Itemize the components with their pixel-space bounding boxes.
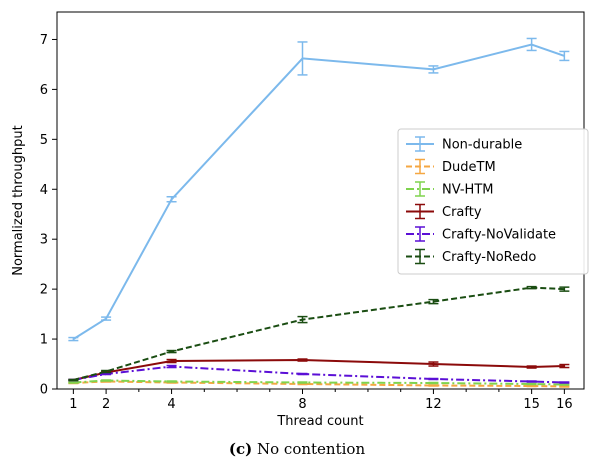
- error-bar: [297, 372, 308, 376]
- legend-label: Crafty-NoValidate: [442, 228, 556, 243]
- error-bar: [559, 381, 570, 384]
- error-bar: [68, 381, 79, 384]
- error-bar: [297, 315, 308, 324]
- series-5: [68, 285, 570, 382]
- legend-item: Non-durable: [406, 136, 522, 153]
- error-bar: [526, 380, 537, 383]
- error-bar: [166, 358, 177, 364]
- y-tick-label: 4: [40, 183, 48, 198]
- legend-label: Non-durable: [442, 138, 522, 153]
- y-tick-label: 2: [40, 283, 48, 298]
- error-bar: [428, 65, 439, 74]
- series-2: [68, 379, 570, 386]
- y-tick-label: 5: [40, 133, 48, 148]
- x-tick-label: 2: [102, 397, 110, 412]
- legend: Non-durable DudeTM NV-HTM Crafty Crafty-NoVa…: [397, 128, 589, 275]
- y-tick-label: 1: [40, 333, 48, 348]
- error-bar: [68, 378, 79, 382]
- error-bar: [428, 298, 439, 305]
- error-bar: [559, 383, 570, 386]
- x-tick-label: 4: [167, 397, 175, 412]
- error-bar: [68, 336, 79, 342]
- error-bar: [101, 372, 112, 376]
- x-tick-label: 16: [556, 397, 573, 412]
- legend-item: DudeTM: [406, 158, 496, 175]
- series-0: [68, 37, 570, 342]
- caption-label: (c): [228, 440, 253, 458]
- error-bar: [559, 385, 570, 388]
- error-bar: [428, 377, 439, 381]
- error-bar: [428, 381, 439, 385]
- error-bar: [526, 382, 537, 386]
- error-bar: [166, 364, 177, 369]
- y-tick-label: 7: [40, 33, 48, 48]
- caption-text: No contention: [257, 440, 366, 458]
- figure-caption: (c) No contention: [0, 440, 594, 458]
- y-tick-label: 0: [40, 383, 48, 398]
- error-bar: [166, 196, 177, 203]
- y-tick-label: 6: [40, 83, 48, 98]
- error-bar: [101, 369, 112, 374]
- error-bar: [526, 384, 537, 388]
- error-bar: [101, 379, 112, 382]
- y-tick-label: 3: [40, 233, 48, 248]
- legend-box: [397, 128, 589, 275]
- error-bar: [559, 50, 570, 62]
- x-axis-label: Thread count: [276, 414, 363, 429]
- error-bar: [166, 380, 177, 383]
- error-bar: [559, 363, 570, 369]
- legend-item: Crafty: [406, 203, 482, 220]
- error-bar: [166, 349, 177, 354]
- error-bar: [526, 285, 537, 290]
- legend-label: NV-HTM: [442, 183, 493, 198]
- legend-label: DudeTM: [442, 160, 496, 175]
- error-bar: [297, 358, 308, 362]
- x-tick-label: 8: [298, 397, 306, 412]
- y-axis-label: Normalized throughput: [11, 125, 26, 276]
- error-bar: [428, 361, 439, 367]
- error-bar: [526, 37, 537, 52]
- x-tick-label: 1: [69, 397, 77, 412]
- x-tick-label: 15: [523, 397, 540, 412]
- error-bar: [428, 384, 439, 387]
- error-bar: [559, 286, 570, 292]
- legend-label: Crafty-NoRedo: [442, 250, 536, 265]
- legend-item: Crafty-NoValidate: [406, 226, 556, 243]
- error-bar: [297, 41, 308, 76]
- error-bar: [297, 381, 308, 384]
- x-tick-label: 12: [425, 397, 442, 412]
- series-layer: [68, 37, 570, 388]
- legend-label: Crafty: [442, 205, 482, 220]
- error-bar: [526, 365, 537, 369]
- error-bar: [101, 316, 112, 321]
- legend-item: NV-HTM: [406, 181, 493, 198]
- legend-item: Crafty-NoRedo: [406, 248, 536, 265]
